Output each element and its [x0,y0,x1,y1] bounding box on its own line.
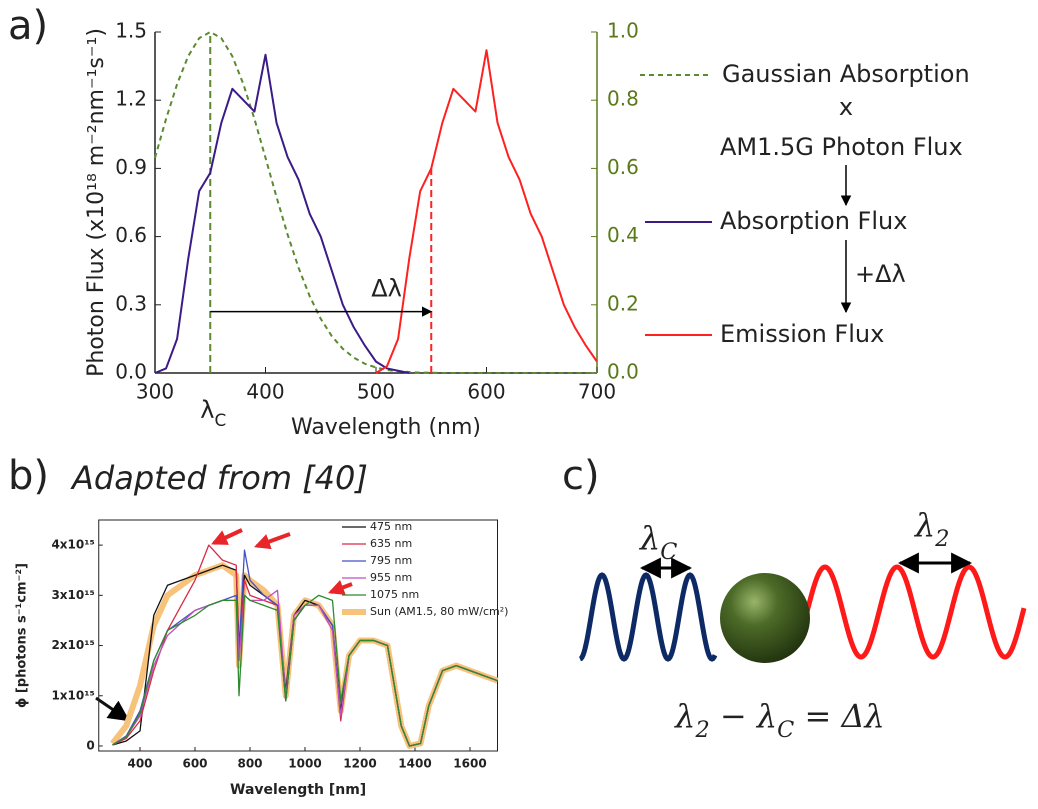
series-line [154,31,597,374]
y-axis-label: ϕ [photons s⁻¹cm⁻²] [15,563,30,708]
lambda-2-label: λ2 [913,506,950,553]
y2-tick-label: 0.0 [607,360,639,384]
legend-label: 635 nm [370,537,412,550]
plot-frame [98,519,498,752]
y-tick-label: 3x10¹⁵ [51,588,94,602]
y-tick-label: 1.5 [115,19,147,43]
x-axis-label: Wavelength [nm] [230,782,366,798]
x-tick-label: 700 [578,380,616,404]
panel-label: c) [562,453,600,499]
x-tick-label: 1200 [343,757,376,771]
subscript: 2 [934,526,949,552]
y-tick-label: 0.3 [115,291,147,315]
series-line [112,544,498,747]
series-line [154,53,410,374]
y-tick-label: 1.2 [115,87,147,111]
pointer-arrow [211,528,243,545]
x-tick-label: 300 [136,380,174,404]
y-tick-label: 0.9 [115,155,147,179]
x-tick-label: 1400 [398,757,431,771]
y-tick-label: 4x10¹⁵ [51,538,94,552]
pointer-arrow [95,696,130,722]
legend-label: 795 nm [370,554,412,567]
series-line [112,594,498,747]
x-tick-label: 800 [237,757,262,771]
y-tick-label: 1x10¹⁵ [51,688,94,702]
pointer-arrow [328,579,353,595]
legend-label: 955 nm [370,571,412,584]
legend-label: Absorption Flux [720,207,907,235]
text-part: λ [913,506,935,544]
x-tick-label: 1600 [453,757,486,771]
legend-label: Emission Flux [720,320,884,348]
shift-label: Δλ [371,275,402,303]
series-line [112,549,498,747]
subscript: 2 [694,717,709,743]
flow-text: x [839,93,853,121]
series-line [375,49,598,374]
x-axis-label: Wavelength (nm) [291,415,481,440]
particle [720,573,810,663]
panel-label: b) [8,453,49,499]
panel-label: a) [8,3,48,49]
pointer-arrow [253,532,291,550]
legend-label: 1075 nm [370,588,419,601]
subscript: C [660,539,677,565]
text-part: = Δλ [794,697,885,735]
subscript: C [214,410,226,430]
text-part: λ [200,396,214,424]
y2-tick-label: 0.8 [607,87,639,111]
x-tick-label: 1000 [288,757,321,771]
flow-text: +Δλ [855,260,906,288]
wave [802,564,1027,660]
x-tick-label: 600 [182,757,207,771]
x-tick-label: 500 [357,380,395,404]
lambda-c-tick: λC [200,396,226,430]
x-tick-label: 400 [127,757,152,771]
text-part: − λ [710,697,777,735]
y2-tick-label: 1.0 [607,19,639,43]
y-tick-label: 0.0 [115,360,147,384]
y-axis-label: Photon Flux (x10¹⁸ m⁻²nm⁻¹s⁻¹) [84,28,109,377]
flow-text: AM1.5G Photon Flux [720,133,963,161]
y2-tick-label: 0.4 [607,223,639,247]
y-tick-label: 0 [86,738,94,752]
legend-label: Gaussian Absorption [722,60,970,88]
text-part: λ [638,519,660,557]
y2-tick-label: 0.6 [607,155,639,179]
legend-label: Sun (AM1.5, 80 mW/cm²) [370,605,508,618]
y2-tick-label: 0.2 [607,291,639,315]
legend-label: 475 nm [370,520,412,533]
subscript: C [777,717,794,743]
wave [579,572,718,662]
text-part: λ [673,697,695,735]
y-tick-label: 2x10¹⁵ [51,638,94,652]
lambda-c-label: λC [638,519,677,566]
y-tick-label: 0.6 [115,223,147,247]
series-line [110,562,499,749]
x-tick-label: 600 [467,380,505,404]
panel-b-title: Adapted from [40] [70,459,368,497]
x-tick-label: 400 [246,380,284,404]
equation: λ2 − λC = Δλ [673,697,885,744]
